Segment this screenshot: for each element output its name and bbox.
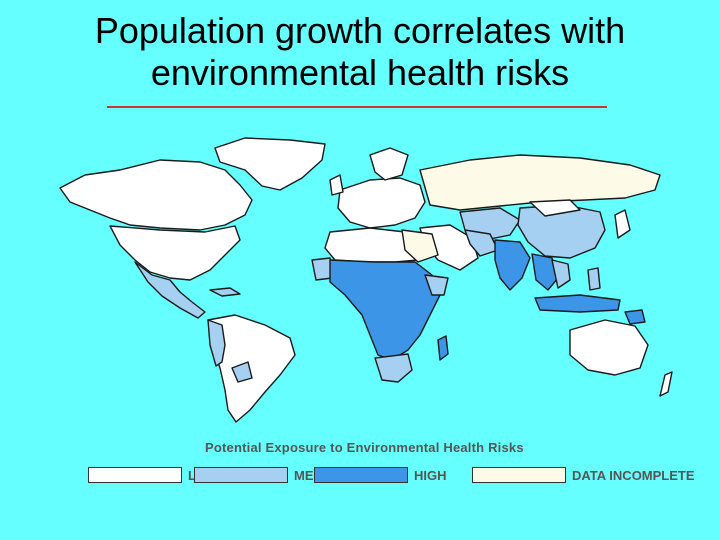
region-southeast-asia: [531, 253, 559, 291]
region-indochina: [551, 259, 571, 289]
region-india: [494, 239, 531, 291]
region-japan: [614, 209, 631, 239]
region-new-zealand: [659, 371, 673, 397]
region-southern-africa: [374, 353, 413, 383]
region-horn-of-africa: [424, 274, 449, 296]
legend-item-data-incomplete: DATA INCOMPLETE: [472, 467, 695, 483]
region-usa: [109, 225, 241, 281]
title-underline: [107, 106, 607, 108]
region-mexico: [134, 261, 206, 319]
region-australia: [569, 319, 649, 376]
legend-swatch-medium: [194, 467, 288, 483]
region-philippines: [587, 267, 601, 291]
region-greenland: [214, 137, 326, 191]
region-bolivia: [231, 361, 253, 383]
region-canada: [59, 159, 253, 231]
region-scandinavia: [369, 147, 409, 181]
region-russia: [419, 154, 661, 211]
world-map-svg: [59, 137, 673, 423]
region-iran: [464, 229, 499, 257]
region-papua-new-guinea: [624, 309, 646, 325]
region-north-africa: [324, 227, 421, 263]
legend-swatch-low: [88, 467, 182, 483]
region-mongolia: [529, 199, 581, 217]
legend-label-data-incomplete: DATA INCOMPLETE: [572, 467, 695, 483]
region-uk: [329, 174, 344, 196]
legend-title: Potential Exposure to Environmental Heal…: [205, 440, 524, 455]
region-andes: [207, 319, 226, 367]
region-sub-saharan-africa: [329, 259, 441, 361]
legend-label-high: HIGH: [414, 467, 447, 483]
region-europe: [337, 177, 426, 229]
region-china: [517, 204, 606, 259]
region-madagascar: [437, 335, 449, 361]
title-line-1: Population growth correlates with: [94, 10, 626, 51]
title-line-2: environmental health risks: [150, 52, 570, 93]
slide-title: Population growth correlates with enviro…: [0, 10, 720, 94]
region-indonesia: [534, 294, 621, 313]
world-map: [40, 130, 690, 440]
region-caribbean: [209, 287, 241, 297]
legend-swatch-high: [314, 467, 408, 483]
region-south-america: [207, 314, 296, 423]
legend-swatch-data-incomplete: [472, 467, 566, 483]
region-egypt: [401, 229, 439, 263]
legend-item-high: HIGH: [314, 467, 447, 483]
region-west-africa: [311, 257, 333, 281]
